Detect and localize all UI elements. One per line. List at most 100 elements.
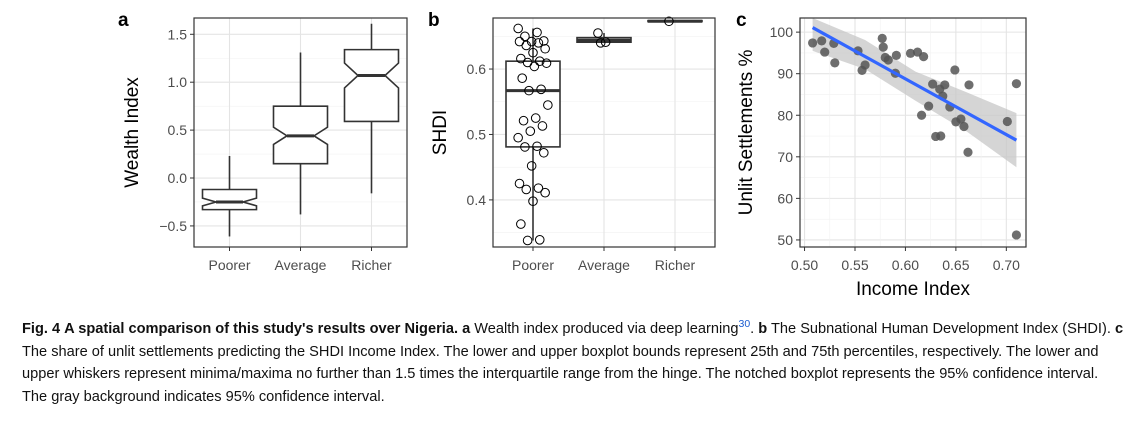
caption-a-text: Wealth index produced via deep learning (474, 321, 739, 337)
figure-caption: Fig. 4 A spatial comparison of this stud… (22, 318, 1124, 405)
panel-label: c (736, 10, 747, 31)
data-point (860, 60, 870, 70)
data-point (529, 61, 540, 72)
data-point (533, 38, 544, 48)
data-point (528, 47, 538, 58)
x-tick-label: 0.50 (791, 257, 818, 273)
data-point (521, 184, 532, 195)
data-point (600, 37, 611, 48)
box-average (272, 52, 329, 215)
data-point (936, 131, 946, 141)
caption-reference[interactable]: 30 (738, 318, 751, 331)
data-point (525, 126, 536, 136)
data-point (517, 73, 528, 83)
caption-b-text: The Subnational Human Development Index … (771, 321, 1111, 337)
y-tick-label: 0.5 (168, 122, 188, 138)
x-tick-label: 0.70 (993, 257, 1020, 273)
panel-a: −0.5 0.0 0.5 1.0 1.5 Poorer Average Richer a Weal… (118, 10, 408, 273)
data-point (522, 235, 533, 246)
data-point (877, 33, 887, 43)
data-point (518, 115, 529, 126)
x-axis-label: Income Index (856, 279, 971, 300)
data-point (964, 80, 974, 90)
data-point (940, 80, 950, 90)
data-point (830, 58, 840, 68)
data-point (520, 31, 530, 42)
data-point (532, 141, 542, 152)
data-point (513, 23, 523, 34)
data-point (536, 84, 546, 95)
x-tick-label: Poorer (512, 257, 554, 273)
y-tick-label: −0.5 (159, 218, 187, 234)
y-tick-label: 1.0 (168, 74, 188, 90)
y-tick-label: 60 (777, 190, 793, 206)
data-point (928, 79, 938, 89)
data-point (539, 36, 549, 46)
data-point (543, 100, 553, 110)
notched-box (201, 188, 258, 211)
caption-c-text: The share of unlit settlements predictin… (22, 343, 1099, 405)
y-axis-label: SHDI (430, 110, 451, 155)
data-point (593, 28, 603, 38)
y-tick-label: 1.5 (168, 26, 188, 42)
data-point (540, 43, 550, 54)
x-tick-label: Richer (655, 257, 696, 273)
data-point (520, 142, 530, 152)
plot-frame (492, 17, 716, 248)
y-tick-label: 0.5 (467, 126, 487, 142)
data-point (537, 121, 548, 131)
data-point (963, 147, 973, 157)
data-point (534, 56, 545, 66)
data-point (878, 42, 888, 52)
data-point (526, 161, 537, 171)
data-point (530, 113, 541, 123)
data-point (539, 147, 549, 158)
notched-box (343, 48, 400, 123)
data-point (516, 219, 526, 229)
y-tick-label: 80 (777, 107, 793, 123)
panel-label: b (428, 10, 440, 31)
x-tick-label: Average (578, 257, 630, 273)
data-point (1002, 116, 1012, 127)
data-point (664, 16, 674, 27)
data-point (905, 48, 916, 58)
data-point (1011, 79, 1022, 89)
x-tick-label: 0.65 (942, 257, 969, 273)
y-tick-label: 50 (777, 232, 793, 248)
panel-b: 0.4 0.5 0.6 Poorer Average Richer b SHDI (428, 10, 716, 273)
data-point (916, 110, 927, 120)
data-point (959, 121, 969, 132)
box-poorer (505, 28, 561, 241)
data-point (521, 40, 532, 51)
box (505, 60, 561, 148)
y-tick-label: 70 (777, 149, 793, 165)
data-point (595, 38, 606, 48)
x-tick-label: Average (275, 257, 327, 273)
x-tick-label: Richer (351, 257, 392, 273)
data-point (918, 52, 929, 62)
data-point (1011, 230, 1022, 240)
data-point (533, 183, 544, 193)
caption-b-label: b (758, 321, 768, 337)
y-tick-label: 100 (770, 24, 794, 40)
data-point (534, 235, 545, 245)
figure-canvas: −0.5 0.0 0.5 1.0 1.5 Poorer Average Richer a Weal… (118, 10, 1027, 300)
y-tick-label: 90 (777, 66, 793, 82)
data-point (883, 55, 893, 65)
data-point (924, 101, 934, 111)
y-tick-label: 0.4 (467, 192, 487, 208)
data-point (956, 114, 966, 124)
data-point (820, 47, 830, 57)
confidence-band (812, 18, 1017, 168)
data-point (808, 38, 818, 48)
data-point (513, 132, 523, 143)
y-axis-label: Unlit Settlements % (736, 50, 757, 216)
y-tick-label: 0.6 (467, 61, 487, 77)
data-point (524, 85, 534, 96)
panel-c: 50 60 70 80 90 100 0.50 0.55 0.60 0.65 0.70 c Unlit … (736, 10, 1027, 300)
regression-line (811, 26, 1018, 142)
x-tick-label: 0.60 (892, 257, 919, 273)
data-point (532, 27, 542, 38)
data-point (817, 36, 827, 46)
caption-title: A spatial comparison of this study's res… (64, 321, 458, 337)
